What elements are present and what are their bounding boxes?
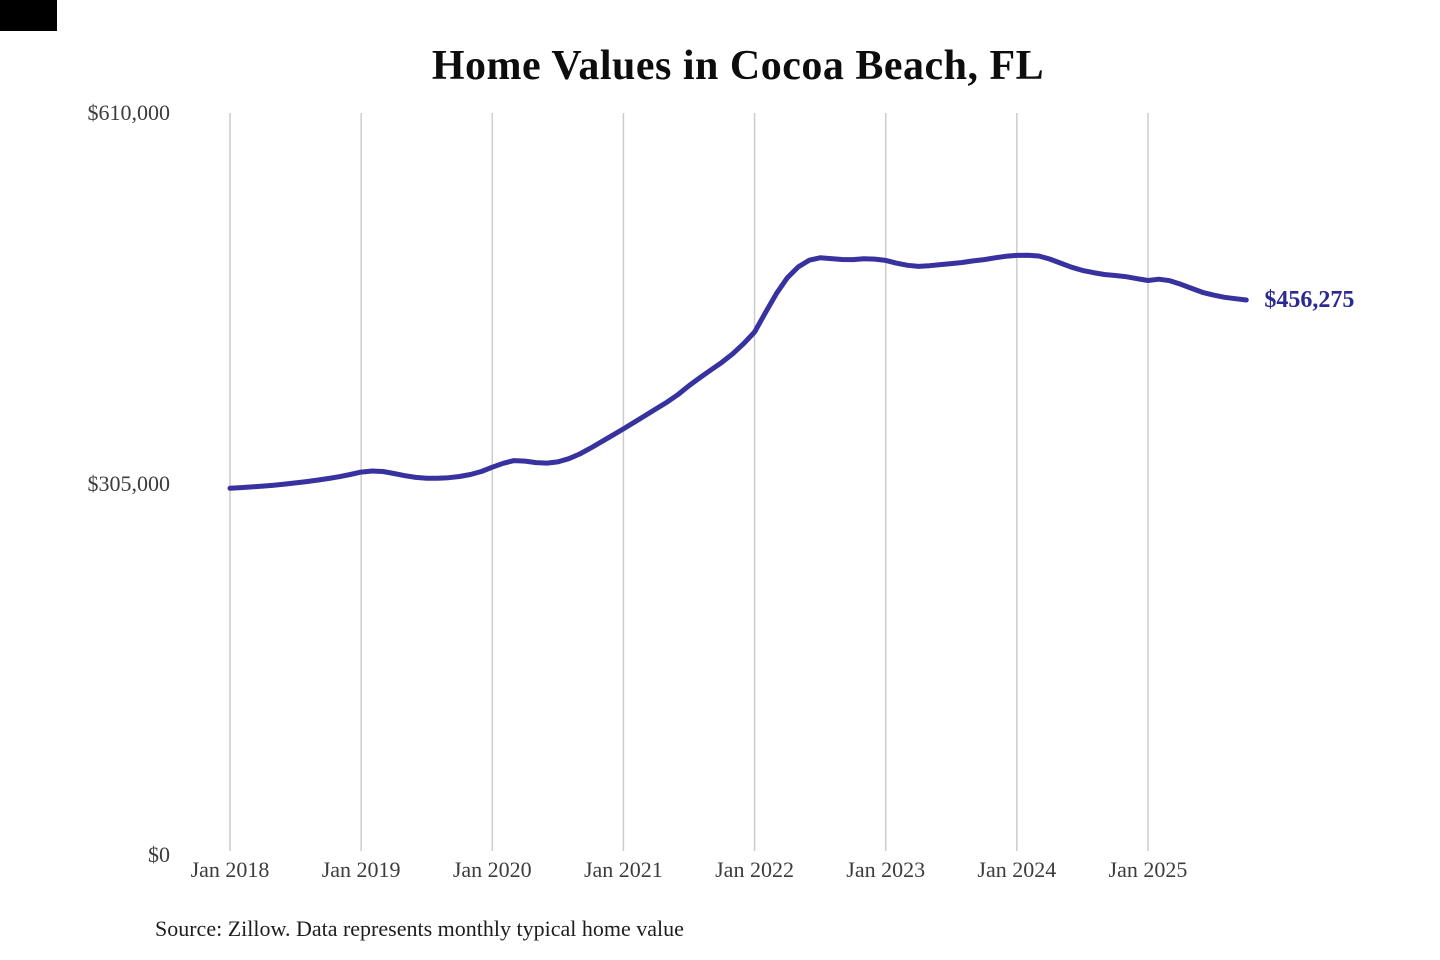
- y-tick-label: $610,000: [87, 100, 171, 125]
- y-tick-label: $0: [148, 842, 170, 867]
- gridline-group: [229, 113, 1149, 851]
- x-tick-label: Jan 2021: [583, 857, 663, 882]
- x-tick-label: Jan 2025: [1108, 857, 1188, 882]
- x-tick-label: Jan 2018: [190, 857, 270, 882]
- current-value-label: $456,275: [1264, 286, 1355, 313]
- x-tick-label: Jan 2020: [452, 857, 532, 882]
- source-note: Source: Zillow. Data represents monthly …: [155, 916, 684, 941]
- chart-title: Home Values in Cocoa Beach, FL: [431, 43, 1045, 89]
- x-tick-label: Jan 2019: [321, 857, 401, 882]
- x-tick-label: Jan 2023: [846, 857, 926, 882]
- corner-mark: [0, 0, 57, 31]
- x-tick-label: Jan 2022: [715, 857, 794, 882]
- y-tick-label: $305,000: [87, 471, 171, 496]
- x-tick-label: Jan 2024: [977, 857, 1057, 882]
- home-value-line: [227, 252, 1249, 491]
